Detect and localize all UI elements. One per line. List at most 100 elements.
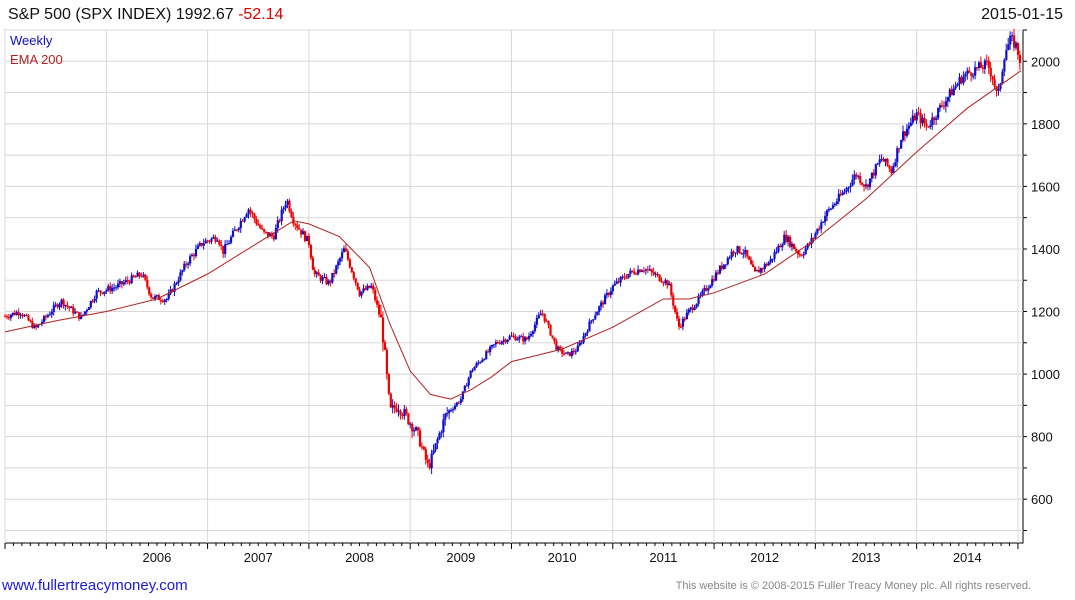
price-bar-body: [235, 229, 239, 231]
price-bar-body: [42, 316, 46, 322]
price-bar-body: [191, 254, 194, 257]
price-bar-body: [155, 295, 159, 297]
price-bar-body: [948, 89, 951, 98]
price-bar-body: [35, 324, 38, 328]
price-bar-body: [921, 117, 924, 124]
price-bar-body: [900, 140, 903, 149]
price-bar-body: [122, 282, 126, 285]
price-bar-body: [722, 264, 725, 269]
price-bar-body: [376, 300, 379, 305]
price-bar-body: [794, 249, 798, 251]
price-bar-body: [713, 279, 716, 281]
copyright-notice: This website is © 2008-2015 Fuller Treac…: [675, 580, 1031, 592]
price-bar-body: [767, 262, 770, 266]
price-bar-body: [272, 235, 276, 240]
y-tick-label: 600: [1031, 492, 1053, 507]
price-bar-body: [251, 212, 254, 214]
price-bar-body: [407, 413, 410, 425]
price-bar-body: [239, 220, 242, 229]
price-bar-body: [570, 350, 574, 357]
price-bar-body: [553, 337, 556, 342]
price-bar-body: [942, 106, 946, 108]
price-bar-body: [29, 320, 32, 322]
price-bar-body: [265, 231, 268, 233]
price-bar-body: [52, 305, 55, 313]
chart-header: S&P 500 (SPX INDEX) 1992.67 -52.14 2015-…: [0, 0, 1075, 30]
price-bar-body: [666, 280, 669, 286]
price-bar-body: [909, 122, 912, 126]
price-bar-body: [99, 290, 102, 293]
price-bar-body: [876, 163, 879, 165]
price-bar-body: [929, 125, 932, 128]
price-bar-body: [128, 281, 131, 284]
price-bar-body: [442, 419, 445, 433]
price-bar-body: [771, 258, 774, 260]
price-bar-body: [378, 304, 381, 315]
price-bar-body: [344, 248, 348, 252]
price-bar-body: [814, 233, 817, 239]
price-bar-body: [413, 430, 416, 432]
price-bar-body: [288, 200, 291, 212]
price-bar-body: [983, 60, 987, 69]
price-bar-body: [872, 172, 875, 176]
price-bar-body: [773, 252, 776, 259]
price-bar-body: [566, 352, 570, 354]
price-bar-body: [563, 353, 566, 355]
price-bar-body: [861, 182, 864, 185]
price-bar-body: [913, 115, 916, 121]
price-bar-body: [54, 304, 57, 306]
price-bar-body: [804, 248, 807, 254]
price-bar-body: [200, 242, 203, 246]
price-bar-body: [335, 265, 338, 274]
price-bar-body: [917, 112, 920, 114]
price-bar-body: [91, 300, 94, 302]
price-bar-body: [171, 289, 174, 292]
price-bar-body: [866, 184, 870, 188]
price-bar-body: [354, 278, 357, 283]
price-bar-body: [66, 304, 69, 307]
price-bar-body: [845, 188, 848, 192]
price-bar-body: [424, 449, 427, 460]
price-bar-body: [479, 362, 482, 364]
price-bar-body: [206, 240, 209, 242]
price-bar-body: [905, 128, 909, 136]
chart-title: S&P 500 (SPX INDEX) 1992.67 -52.14: [8, 6, 283, 24]
price-bar-body: [146, 279, 149, 288]
price-bar-body: [561, 348, 564, 354]
price-bar-body: [829, 208, 833, 210]
price-bar-body: [313, 269, 316, 274]
price-bar-body: [734, 252, 737, 254]
price-bar-body: [516, 339, 519, 341]
price-bar-body: [1009, 35, 1012, 45]
x-tick-label: 2012: [750, 550, 779, 565]
price-bar-body: [280, 209, 283, 221]
price-bar-body: [779, 245, 782, 248]
price-bar-body: [833, 204, 837, 206]
price-bar-body: [352, 272, 355, 279]
price-bar-body: [202, 243, 205, 246]
price-bar-body: [415, 427, 418, 431]
price-bar-body: [142, 274, 145, 277]
price-bar-body: [1007, 44, 1010, 51]
price-bar-body: [177, 280, 180, 284]
price-bar-body: [537, 315, 540, 319]
price-bar-body: [204, 240, 207, 244]
price-bar-body: [574, 351, 577, 353]
price-bar-body: [1014, 42, 1018, 48]
price-bar-body: [539, 313, 542, 316]
website-link[interactable]: www.fullertreacymoney.com: [2, 577, 188, 594]
price-bar-body: [452, 409, 455, 411]
price-bar-body: [839, 193, 842, 196]
price-bar-body: [161, 300, 164, 302]
price-bar-body: [360, 291, 363, 296]
price-bar-body: [944, 101, 948, 107]
price-bar-body: [847, 187, 850, 189]
price-bar-body: [518, 336, 521, 340]
price-bar-body: [640, 270, 644, 272]
price-bar-body: [481, 359, 484, 363]
price-bar-body: [937, 107, 940, 119]
price-bar-body: [210, 238, 213, 242]
price-bar-body: [296, 225, 299, 229]
price-bar-body: [880, 158, 883, 160]
price-bar-body: [582, 335, 585, 343]
